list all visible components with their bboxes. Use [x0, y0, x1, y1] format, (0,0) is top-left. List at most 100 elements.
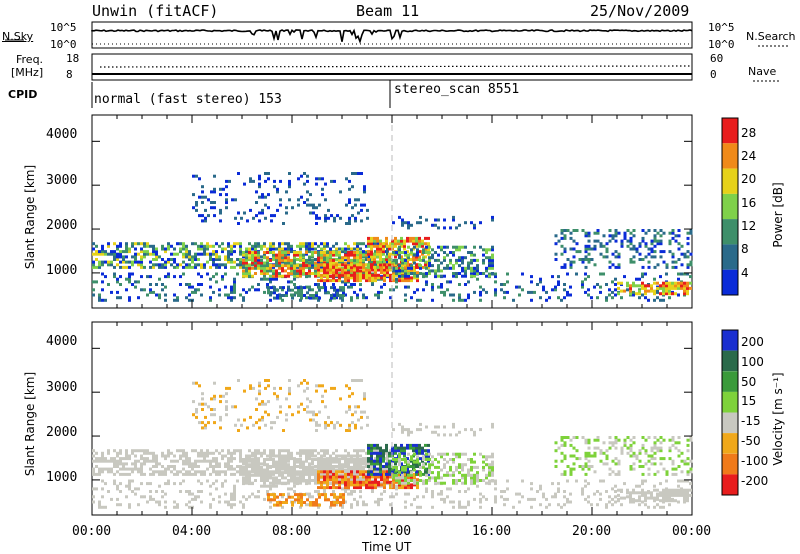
- velocity-cell: [266, 471, 269, 475]
- velocity-cell: [317, 472, 320, 476]
- velocity-cell: [608, 500, 611, 504]
- power-cell: [590, 258, 594, 261]
- power-cell: [388, 260, 391, 264]
- velocity-cell: [275, 465, 278, 469]
- velocity-cell: [315, 429, 318, 432]
- power-cell: [415, 258, 418, 261]
- velocity-cell: [155, 465, 158, 468]
- power-cell: [605, 242, 609, 246]
- power-cell: [437, 266, 440, 270]
- velocity-cell: [385, 446, 388, 450]
- power-cell: [242, 258, 245, 262]
- power-cell: [335, 296, 338, 300]
- velocity-cell: [382, 457, 385, 461]
- velocity-cell: [173, 472, 176, 476]
- power-cell: [140, 258, 143, 261]
- velocity-cell: [395, 487, 398, 491]
- velocity-cell: [389, 495, 392, 499]
- velocity-cell: [242, 458, 245, 461]
- power-cell: [461, 245, 464, 249]
- power-cell: [689, 281, 692, 285]
- power-cell: [575, 272, 578, 276]
- power-cell: [662, 231, 666, 235]
- power-cell: [155, 247, 158, 251]
- velocity-cell: [249, 384, 252, 388]
- power-cell: [329, 255, 332, 259]
- velocity-cell: [569, 492, 572, 496]
- velocity-cell: [344, 471, 347, 475]
- power-cell: [251, 253, 254, 257]
- power-cell: [293, 269, 296, 273]
- velocity-cell: [605, 490, 608, 493]
- power-cell: [446, 266, 449, 270]
- power-cell: [464, 283, 467, 286]
- velocity-cell: [275, 479, 278, 482]
- velocity-cell: [308, 492, 311, 496]
- velocity-cell: [407, 452, 410, 456]
- power-cell: [360, 208, 363, 212]
- power-cell: [281, 266, 284, 270]
- velocity-cell: [473, 452, 476, 456]
- velocity-cell: [647, 467, 651, 471]
- velocity-cell: [293, 458, 296, 461]
- velocity-cell: [303, 408, 306, 411]
- power-cell: [275, 247, 278, 251]
- velocity-cell: [260, 476, 263, 480]
- power-cell: [662, 289, 665, 293]
- velocity-cell: [422, 458, 425, 461]
- power-cell: [521, 272, 524, 276]
- velocity-cell: [614, 457, 618, 461]
- velocity-cell: [431, 492, 434, 496]
- velocity-cell: [412, 449, 415, 453]
- velocity-cell: [494, 495, 497, 499]
- velocity-cell: [410, 473, 413, 477]
- velocity-cell: [427, 443, 430, 447]
- velocity-cell: [314, 481, 317, 485]
- power-cell: [287, 285, 290, 289]
- velocity-cell: [563, 490, 566, 493]
- velocity-cell: [209, 462, 212, 466]
- power-cell: [491, 272, 494, 275]
- power-cell: [305, 260, 308, 264]
- velocity-cell: [617, 472, 621, 476]
- velocity-cell: [354, 405, 357, 409]
- power-cell: [662, 286, 665, 290]
- power-cell: [293, 266, 296, 270]
- power-cell: [449, 280, 452, 284]
- power-cell: [638, 252, 642, 256]
- power-cell: [379, 244, 382, 248]
- power-cell: [230, 258, 233, 261]
- velocity-cell: [539, 487, 542, 491]
- power-cell: [488, 248, 491, 252]
- velocity-cell: [110, 497, 113, 501]
- power-cell: [476, 269, 479, 273]
- power-cell: [641, 293, 644, 297]
- velocity-cell: [101, 459, 104, 463]
- velocity-cell: [647, 454, 651, 458]
- power-cell: [443, 258, 446, 262]
- velocity-cell: [266, 463, 269, 467]
- velocity-cell: [668, 496, 671, 500]
- velocity-cell: [302, 451, 305, 455]
- velocity-cell: [269, 465, 272, 469]
- velocity-cell: [403, 446, 406, 450]
- power-cell: [341, 247, 344, 251]
- power-cell: [677, 284, 680, 288]
- power-cell: [245, 272, 248, 275]
- power-cell: [128, 260, 131, 264]
- velocity-cell: [306, 381, 309, 385]
- velocity-cell: [323, 449, 326, 453]
- power-cell: [398, 264, 401, 268]
- velocity-cell: [632, 436, 636, 439]
- power-cell: [587, 260, 591, 264]
- velocity-cell: [412, 446, 415, 450]
- velocity-cell: [379, 470, 382, 474]
- velocity-cell: [380, 497, 383, 501]
- velocity-cell: [374, 483, 377, 487]
- velocity-cell: [173, 505, 176, 509]
- power-cell: [407, 268, 410, 272]
- power-cell: [584, 265, 588, 269]
- power-cell: [452, 245, 455, 249]
- power-cell: [653, 239, 657, 243]
- power-cell: [407, 266, 410, 270]
